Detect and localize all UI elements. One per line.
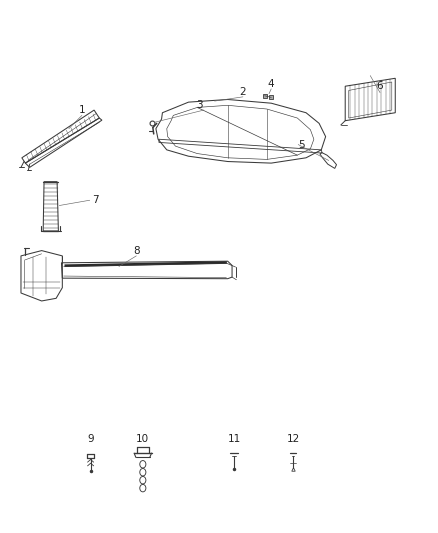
Text: 5: 5 — [298, 140, 305, 150]
Text: 11: 11 — [228, 434, 241, 444]
Text: 3: 3 — [196, 100, 203, 110]
Text: 9: 9 — [87, 434, 94, 444]
Text: 4: 4 — [268, 78, 275, 88]
Text: 6: 6 — [377, 81, 383, 91]
Text: 10: 10 — [136, 434, 149, 444]
Text: 2: 2 — [240, 86, 246, 96]
Text: 7: 7 — [92, 195, 98, 205]
Text: 12: 12 — [286, 434, 300, 444]
Polygon shape — [64, 261, 227, 267]
Text: 8: 8 — [133, 246, 140, 256]
Text: 1: 1 — [78, 105, 85, 115]
